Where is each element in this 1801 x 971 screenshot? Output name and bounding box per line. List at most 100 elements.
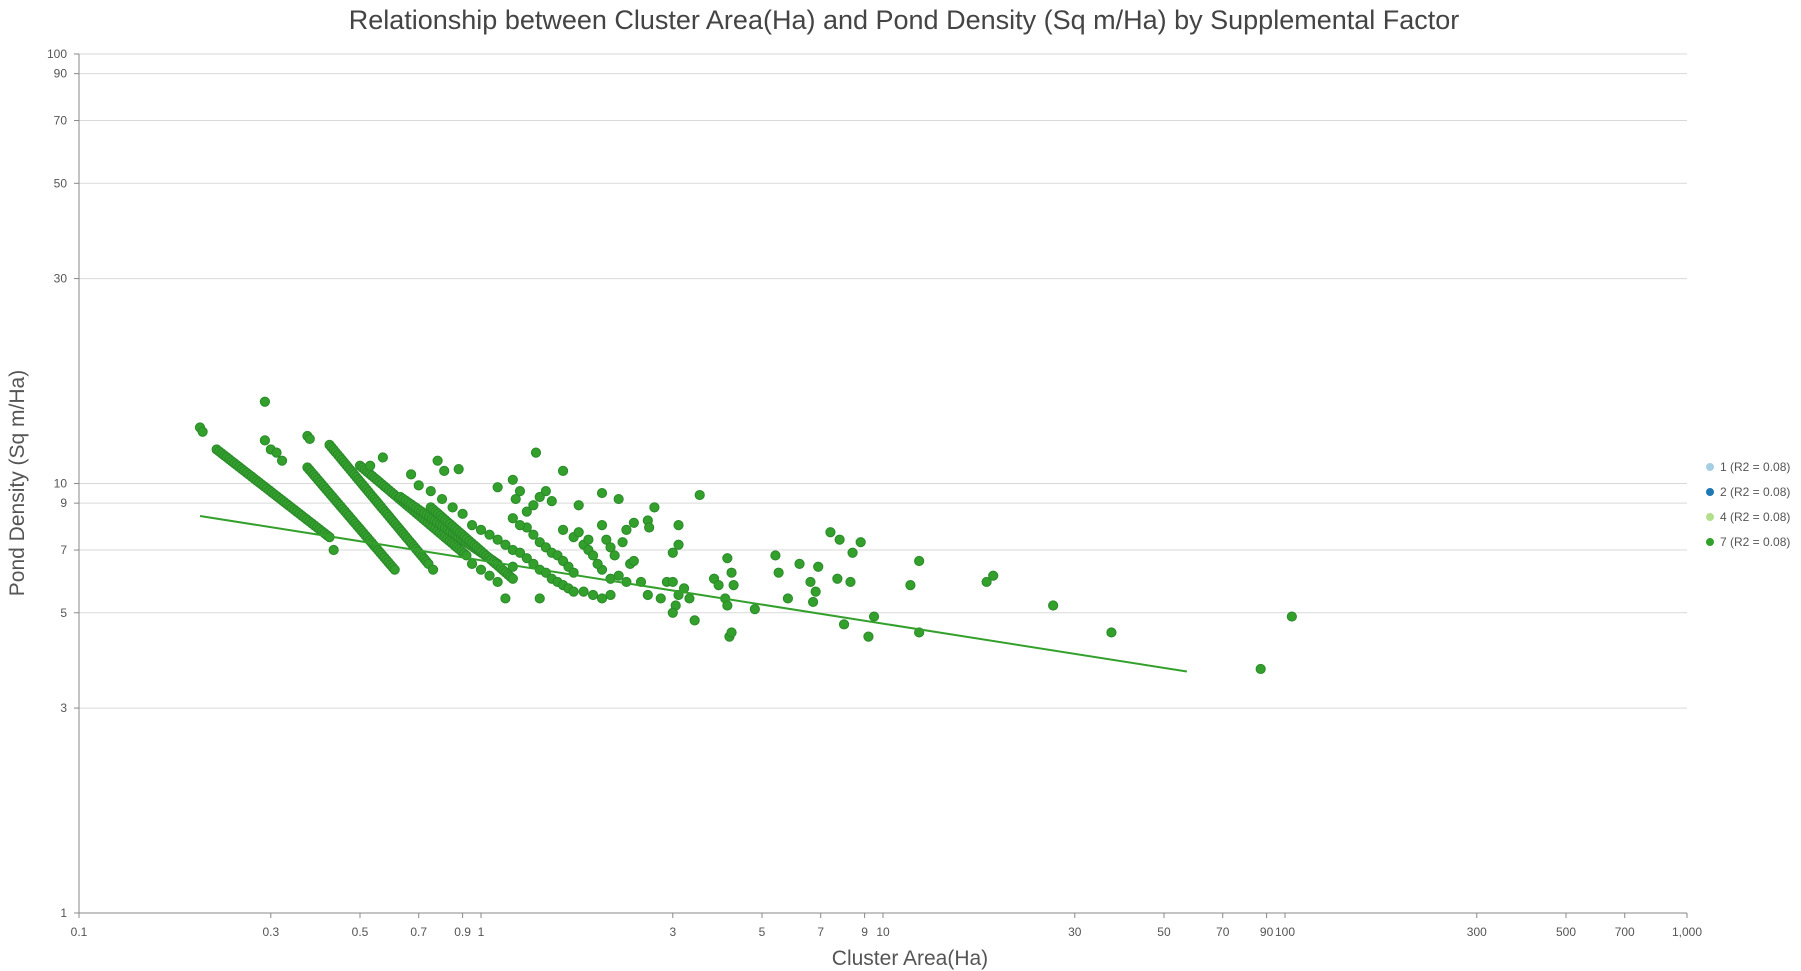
data-point [413,480,424,491]
data-point [540,486,551,497]
data-point [197,426,208,437]
data-point [855,537,866,548]
x-tick-label: 0.5 [352,925,369,939]
data-point [689,615,700,626]
data-point [794,558,805,569]
data-point [1048,600,1059,611]
data-point [514,520,526,531]
x-tick-label: 0.9 [454,925,471,939]
data-point [1255,663,1266,675]
data-point [304,433,315,445]
x-tick-label: 1,000 [1672,925,1702,939]
y-tick-label: 70 [54,114,68,128]
data-point [510,493,521,505]
data-point [453,464,464,475]
x-tick-label: 0.7 [410,925,427,939]
y-tick-label: 50 [54,176,68,190]
data-point [605,589,616,601]
data-point [770,550,781,561]
data-point [466,558,478,569]
data-point [592,558,603,569]
data-point [573,500,584,511]
x-tick-label: 3 [669,925,676,939]
trendline [199,515,1188,673]
data-point [807,596,819,608]
data-point [825,527,836,538]
data-point [578,586,589,597]
x-tick-label: 30 [1068,925,1082,939]
data-point [507,573,518,584]
data-point [713,580,724,591]
legend-marker [1706,538,1714,546]
x-tick-label: 50 [1157,925,1171,939]
data-point [813,561,824,572]
data-point [484,529,495,540]
data-point [596,487,608,499]
data-point [845,576,856,588]
x-tick-label: 10 [876,925,890,939]
data-point [271,447,282,458]
data-point [1106,627,1117,638]
x-axis-title: Cluster Area(Ha) [832,947,988,970]
data-point [649,502,660,513]
data-point [834,534,845,545]
data-point [328,544,339,556]
x-tick-label: 0.3 [262,925,279,939]
data-point [514,486,526,497]
y-tick-label: 90 [54,67,68,81]
y-tick-label: 7 [60,543,67,557]
data-point [484,570,495,581]
data-point [749,603,760,615]
data-point [782,593,793,604]
data-point [863,631,874,642]
data-point [642,589,653,601]
data-point [847,547,858,558]
legend-marker [1706,513,1714,521]
data-point [514,547,526,558]
data-point [810,586,821,597]
x-tick-label: 500 [1556,925,1576,939]
data-point [609,550,620,561]
trendline-line [199,515,1188,673]
data-point [596,593,608,604]
x-tick-label: 70 [1216,925,1230,939]
data-point [405,469,417,480]
x-tick-label: 0.1 [71,925,88,939]
data-point [530,447,542,458]
x-tick-label: 1 [478,925,485,939]
data-point [492,534,503,545]
data-point [1286,611,1297,622]
data-point [644,522,655,533]
y-tick-label: 9 [60,496,67,510]
data-point [981,576,992,588]
data-point [389,564,400,575]
grid-lines [79,53,1687,709]
y-tick-label: 3 [60,701,67,715]
data-point [838,619,850,630]
data-point [726,567,737,578]
data-point [466,520,478,531]
data-point [573,527,584,538]
data-point [601,534,612,545]
data-point [557,465,569,476]
data-point [673,539,684,550]
data-point [259,435,270,446]
data-point [500,539,511,550]
x-tick-label: 300 [1467,925,1487,939]
data-point [596,520,608,531]
chart-title: Relationship between Cluster Area(Ha) an… [349,5,1460,35]
data-point [528,529,539,540]
data-point [684,593,695,604]
y-axis-title: Pond Density (Sq m/Ha) [6,370,29,596]
data-point [722,600,733,611]
x-axis-ticks: 0.1 0.3 0.5 0.7 0.9 1 3 5 7 9 10 30 50 70 90 100 300 500 7… [71,913,1702,939]
data-point [534,491,545,503]
data-point [728,580,739,591]
data-point [605,542,616,553]
x-tick-label: 90 [1260,925,1274,939]
data-point [507,474,518,485]
data-point [905,580,916,591]
data-point [832,573,843,584]
data-point [475,524,487,535]
